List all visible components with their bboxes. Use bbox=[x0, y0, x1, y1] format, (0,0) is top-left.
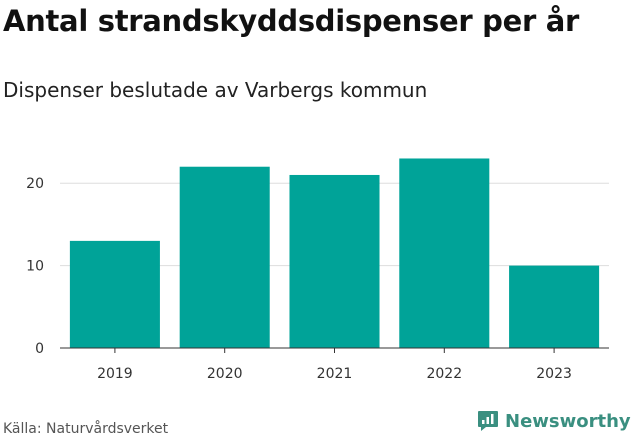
newsworthy-logo-icon bbox=[478, 411, 498, 431]
bar-2021 bbox=[289, 174, 380, 348]
x-tick-label-2020: 2020 bbox=[207, 366, 243, 382]
y-tick-label-10: 10 bbox=[26, 259, 44, 275]
newsworthy-logo-text: Newsworthy bbox=[505, 410, 631, 432]
x-tick-label-2022: 2022 bbox=[426, 366, 462, 382]
newsworthy-logo: Newsworthy bbox=[476, 409, 631, 433]
chart-subtitle: Dispenser beslutade av Varbergs kommun bbox=[3, 78, 428, 102]
x-tick-label-2019: 2019 bbox=[97, 366, 133, 382]
y-tick-label-20: 20 bbox=[26, 176, 44, 192]
x-tick-label-2023: 2023 bbox=[536, 366, 572, 382]
source-note: Källa: Naturvårdsverket bbox=[3, 421, 169, 437]
y-tick-label-0: 0 bbox=[35, 341, 44, 357]
chart-title: Antal strandskyddsdispenser per år bbox=[3, 4, 580, 38]
bar-2020 bbox=[179, 166, 270, 348]
bar-2022 bbox=[399, 158, 490, 348]
bar-2023 bbox=[509, 265, 600, 348]
x-tick-label-2021: 2021 bbox=[317, 366, 353, 382]
bar-2019 bbox=[69, 240, 160, 348]
